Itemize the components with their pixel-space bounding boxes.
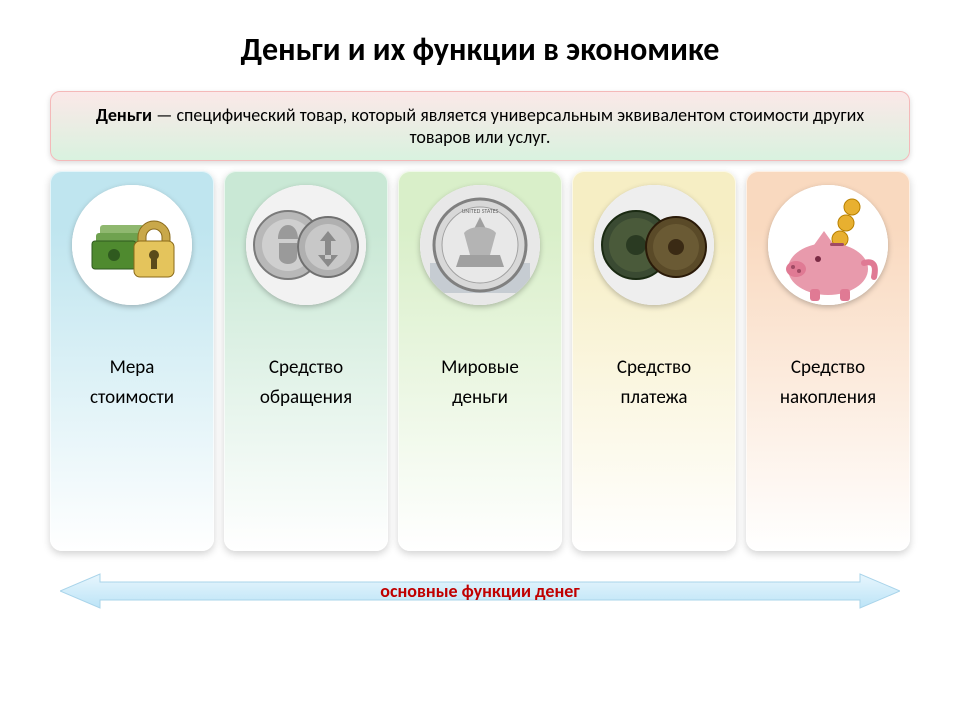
column-1: Средство обращения (224, 171, 388, 551)
column-4: Средство накопления (746, 171, 910, 551)
svg-text:UNITED STATES: UNITED STATES (462, 207, 499, 215)
page-title: Деньги и их функции в экономике (50, 30, 910, 69)
definition-rest: — специфический товар, который является … (152, 104, 864, 148)
definition-box: Деньги — специфический товар, который яв… (50, 91, 910, 161)
column-2: UNITED STATES Мировые деньги (398, 171, 562, 551)
piggy-bank-icon (768, 185, 888, 305)
column-3: Средство платежа (572, 171, 736, 551)
column-0: Мера стоимости (50, 171, 214, 551)
arrow-band: основные функции денег (60, 572, 900, 610)
lock-money-icon (72, 185, 192, 305)
column-label: Средство обращения (260, 353, 352, 414)
column-label: Мировые деньги (441, 353, 519, 414)
silver-dollar-icon: UNITED STATES (420, 185, 540, 305)
column-label: Мера стоимости (90, 353, 174, 414)
slide: Деньги и их функции в экономике Деньги —… (0, 0, 960, 720)
two-bronze-coins-icon (594, 185, 714, 305)
column-label: Средство платежа (617, 353, 691, 414)
definition-bold: Деньги (96, 104, 152, 126)
arrow-label: основные функции денег (380, 580, 579, 602)
two-silver-coins-icon (246, 185, 366, 305)
columns-container: Мера стоимости Средство обращения UNITED S… (50, 171, 910, 551)
column-label: Средство накопления (780, 353, 876, 414)
